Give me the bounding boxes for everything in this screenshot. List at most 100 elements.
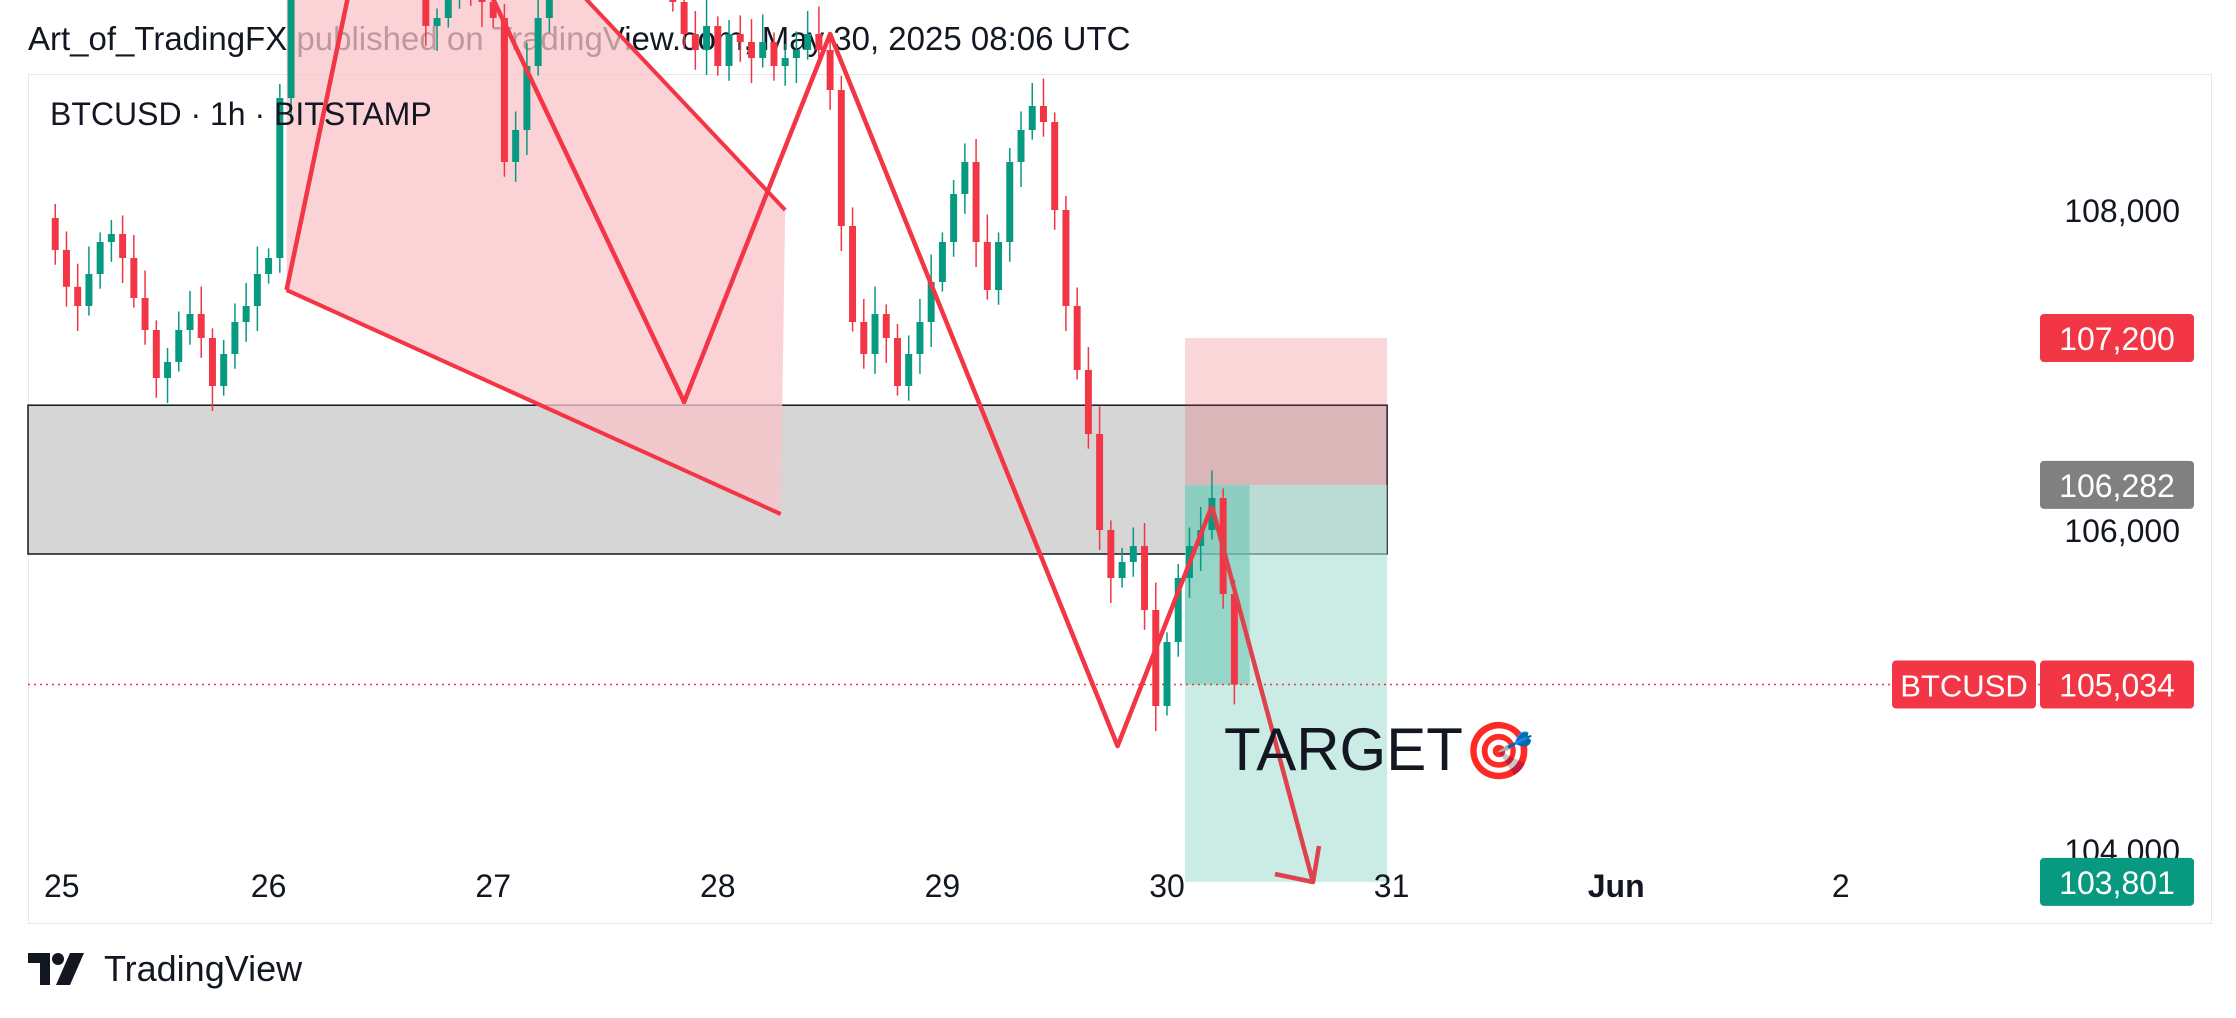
level-price-tag-bg — [2040, 460, 2194, 509]
candle-body — [1017, 130, 1025, 162]
target-icon: 🎯 — [1464, 719, 1534, 782]
candle-body — [770, 42, 778, 66]
candle-body — [837, 90, 845, 226]
candle-body — [220, 354, 228, 386]
x-tick-label: 27 — [475, 868, 511, 904]
x-tick-label: 25 — [44, 868, 80, 904]
candle-body — [938, 242, 946, 282]
wedge-upper-line[interactable] — [287, 0, 787, 212]
position-stop-zone — [1184, 338, 1388, 485]
candle-body — [62, 250, 70, 287]
candle-body — [703, 26, 711, 50]
candle-body — [253, 274, 261, 306]
candle-body — [950, 194, 958, 242]
position-filled-zone — [1184, 484, 1250, 685]
y-tick-label: 106,000 — [2064, 513, 2180, 549]
candle-body — [1062, 210, 1070, 306]
candle-body — [422, 0, 430, 26]
target-arrow-head — [1274, 845, 1322, 885]
candle-body — [119, 234, 127, 258]
wave-zigzag-line[interactable] — [284, 0, 1215, 749]
target-arrow-line[interactable] — [1209, 505, 1316, 883]
candle-body — [1096, 434, 1104, 530]
x-tick-label: Jun — [1588, 868, 1645, 904]
candle-body — [849, 226, 857, 322]
candle-body — [444, 0, 452, 18]
candle-body — [725, 34, 733, 66]
candle-body — [534, 18, 542, 66]
candle-body — [972, 162, 980, 242]
symbol-price-tag-bg — [1892, 660, 2036, 709]
x-tick-label: 28 — [700, 868, 736, 904]
candle-body — [826, 50, 834, 90]
candle-body — [175, 330, 183, 362]
candle-body — [714, 26, 722, 66]
candle-body — [500, 18, 508, 162]
candle-body — [905, 354, 913, 386]
candle-body — [152, 330, 160, 378]
footer-brand-name: TradingView — [104, 948, 303, 989]
candle-body — [1107, 530, 1115, 578]
candle-body — [51, 218, 59, 250]
candle-body — [265, 258, 273, 274]
candle-body — [792, 50, 800, 58]
candle-body — [736, 34, 744, 42]
x-tick-label: 30 — [1149, 868, 1185, 904]
candle-body — [1141, 546, 1149, 610]
wedge-lower-line[interactable] — [285, 288, 782, 516]
candle-body — [141, 298, 149, 330]
level-price-tag: 106,282 — [2059, 468, 2175, 504]
x-tick-label: 31 — [1374, 868, 1410, 904]
candle-body — [748, 42, 755, 58]
candle-body — [893, 338, 901, 386]
target-price-tag: 103,801 — [2059, 865, 2175, 901]
candle-body — [1152, 610, 1160, 706]
x-tick-label: 29 — [925, 868, 961, 904]
target-label: TARGET — [1224, 716, 1463, 783]
candle-body — [96, 242, 104, 274]
candle-body — [983, 242, 991, 290]
candle-body — [669, 0, 677, 2]
candle-body — [164, 362, 172, 378]
candle-body — [759, 42, 767, 58]
candle-body — [74, 286, 82, 306]
candle-body — [1174, 578, 1182, 642]
candle-body — [961, 162, 969, 194]
current-price-tag-bg — [2040, 660, 2194, 709]
candle-body — [107, 234, 115, 242]
candle-body — [545, 0, 553, 18]
candle-body — [523, 66, 531, 130]
candle-body — [1084, 370, 1092, 434]
candle-body — [242, 306, 250, 322]
candle-body — [804, 34, 812, 50]
candle-body — [1129, 546, 1137, 562]
candle-body — [916, 322, 924, 354]
candle-body — [927, 282, 935, 322]
x-tick-label: 2 — [1832, 868, 1850, 904]
candle-body — [1006, 162, 1014, 242]
candle-body — [287, 0, 295, 98]
current-price-tag: 105,034 — [2059, 668, 2175, 704]
candle-body — [1073, 306, 1081, 370]
symbol-title: BTCUSD · 1h · BITSTAMP — [50, 96, 432, 132]
candle-body — [276, 98, 284, 258]
candle-body — [815, 34, 823, 50]
wedge-pattern-fill — [286, 0, 786, 514]
entry-price-tag-bg — [2040, 314, 2194, 362]
candle-body — [680, 2, 688, 34]
candle-body — [478, 0, 486, 2]
candle-body — [130, 258, 138, 298]
x-tick-label: 26 — [251, 868, 287, 904]
candle-body — [1051, 122, 1059, 210]
candle-body — [1230, 594, 1238, 685]
candle-body — [860, 322, 868, 354]
candle-body — [871, 314, 879, 354]
candle-body — [781, 58, 789, 66]
candle-body — [995, 242, 1003, 290]
y-tick-label: 108,000 — [2064, 193, 2180, 229]
candle-body — [85, 274, 93, 306]
candle-body — [1118, 562, 1126, 578]
entry-price-tag: 107,200 — [2059, 321, 2175, 357]
symbol-price-tag: BTCUSD — [1900, 669, 2027, 704]
